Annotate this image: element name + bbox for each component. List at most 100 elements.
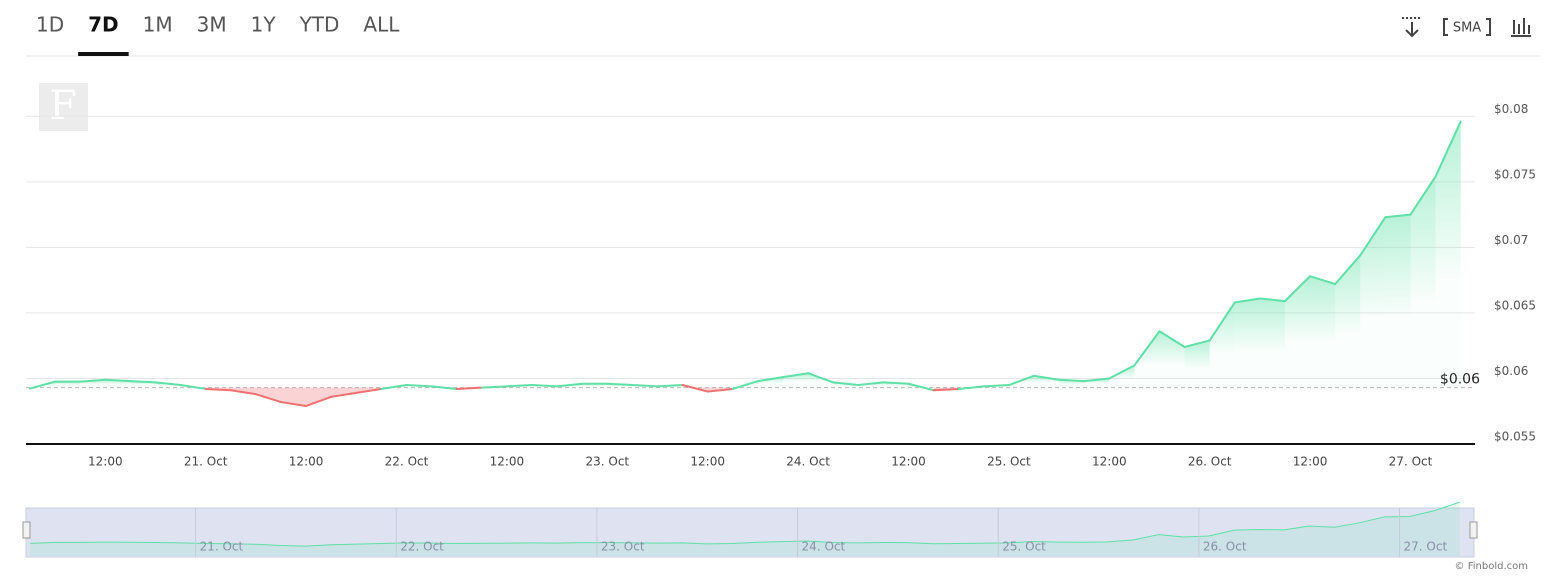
above-fill <box>757 377 783 388</box>
navigator-label: 24. Oct <box>802 540 846 554</box>
x-tick-label: 27. Oct <box>1389 455 1433 469</box>
line-segment <box>882 381 910 385</box>
line-segment <box>154 381 182 387</box>
above-fill <box>1310 276 1336 388</box>
x-tick-label: 12:00 <box>490 455 525 469</box>
x-tick-label: 12:00 <box>891 455 926 469</box>
above-fill <box>1109 365 1135 388</box>
line-segment <box>179 384 207 390</box>
line-segment <box>1108 364 1136 380</box>
above-fill <box>1435 121 1461 388</box>
x-tick-label: 24. Oct <box>786 455 830 469</box>
x-tick-label: 23. Oct <box>585 455 629 469</box>
above-fill <box>55 381 81 388</box>
line-segment <box>631 384 659 388</box>
line-segment <box>129 380 157 384</box>
tab[interactable]: 3M <box>197 13 227 37</box>
line-segment <box>982 384 1010 388</box>
line-segment <box>957 385 985 390</box>
navigator-area <box>29 502 1460 556</box>
line-segment <box>1359 216 1387 257</box>
line-segment <box>1183 339 1211 348</box>
line-segment <box>79 378 107 383</box>
line-segment <box>1384 213 1412 219</box>
navigator-label: 22. Oct <box>400 540 444 554</box>
line-segment <box>480 385 508 389</box>
below-fill <box>306 387 332 406</box>
line-segment <box>1284 275 1312 303</box>
line-segment <box>756 376 784 383</box>
navigator[interactable] <box>25 507 1475 558</box>
line-segment <box>1007 374 1035 387</box>
line-segment <box>1409 175 1437 216</box>
line-segment <box>1258 297 1286 303</box>
logo: F <box>49 83 77 129</box>
above-fill <box>1410 176 1436 388</box>
line-segment <box>280 401 308 407</box>
x-tick-label: 22. Oct <box>385 455 429 469</box>
above-fill <box>1209 302 1235 388</box>
line-segment <box>1309 275 1337 286</box>
navigator-label: 26. Oct <box>1203 540 1247 554</box>
x-tick-label: 12:00 <box>1092 455 1127 469</box>
above-fill <box>808 373 834 388</box>
above-fill <box>1385 214 1411 388</box>
tab[interactable]: 1Y <box>251 13 277 37</box>
above-fill <box>1134 331 1160 388</box>
navigator-label: 23. Oct <box>601 540 645 554</box>
line-segment <box>531 384 559 388</box>
line-segment <box>857 381 885 387</box>
navigator-line <box>29 501 1460 547</box>
above-fill <box>1234 298 1260 388</box>
line-segment <box>405 384 433 388</box>
candlestick-icon[interactable] <box>1511 18 1531 37</box>
x-tick-label: 12:00 <box>289 455 324 469</box>
line-segment <box>556 382 584 388</box>
line-segment <box>731 380 759 390</box>
tab[interactable]: YTD <box>299 13 340 37</box>
sma-button[interactable]: SMA <box>1443 18 1491 36</box>
tab[interactable]: 7D <box>88 13 119 37</box>
line-segment <box>204 387 232 392</box>
x-tick-label: 12:00 <box>1293 455 1328 469</box>
x-tick-label: 12:00 <box>88 455 123 469</box>
navigator-handle-right[interactable] <box>1469 521 1478 539</box>
download-icon[interactable] <box>1402 17 1422 38</box>
line-segment <box>907 382 935 392</box>
line-segment <box>656 384 684 388</box>
y-tick-label: $0.07 <box>1494 233 1528 247</box>
tab[interactable]: ALL <box>363 13 400 37</box>
line-segment <box>1233 297 1261 304</box>
line-segment <box>254 393 282 404</box>
line-segment <box>355 387 383 394</box>
logo-box <box>39 83 88 131</box>
tab[interactable]: 1D <box>36 13 64 37</box>
x-tick-label: 12:00 <box>690 455 725 469</box>
line-segment <box>229 389 257 396</box>
below-fill <box>331 387 357 397</box>
line-segment <box>706 387 734 393</box>
tab-bar: 1D 7D 1M 3M 1Y YTD ALL <box>36 13 400 56</box>
y-tick-label: $0.06 <box>1494 364 1528 378</box>
line-segment <box>1058 378 1086 383</box>
line-segment <box>330 391 358 398</box>
tab[interactable]: 1M <box>143 13 173 37</box>
credit: © Finbold.com <box>1455 561 1528 572</box>
active-tab-underline <box>78 52 129 56</box>
navigator-label: 21. Oct <box>200 540 244 554</box>
line-segment <box>1158 330 1186 348</box>
above-fill <box>1335 255 1361 388</box>
line-segment <box>305 395 333 407</box>
line-segment <box>932 387 960 392</box>
line-segment <box>832 381 860 387</box>
navigator-label: 25. Oct <box>1002 540 1046 554</box>
line-segment <box>430 385 458 390</box>
line-segment <box>380 384 408 390</box>
navigator-handle-left[interactable] <box>22 521 31 539</box>
below-fill <box>255 387 281 403</box>
bracket <box>1443 18 1491 36</box>
line-segment <box>104 378 132 383</box>
sma-label: SMA <box>1453 21 1481 36</box>
line-segment <box>29 380 57 390</box>
